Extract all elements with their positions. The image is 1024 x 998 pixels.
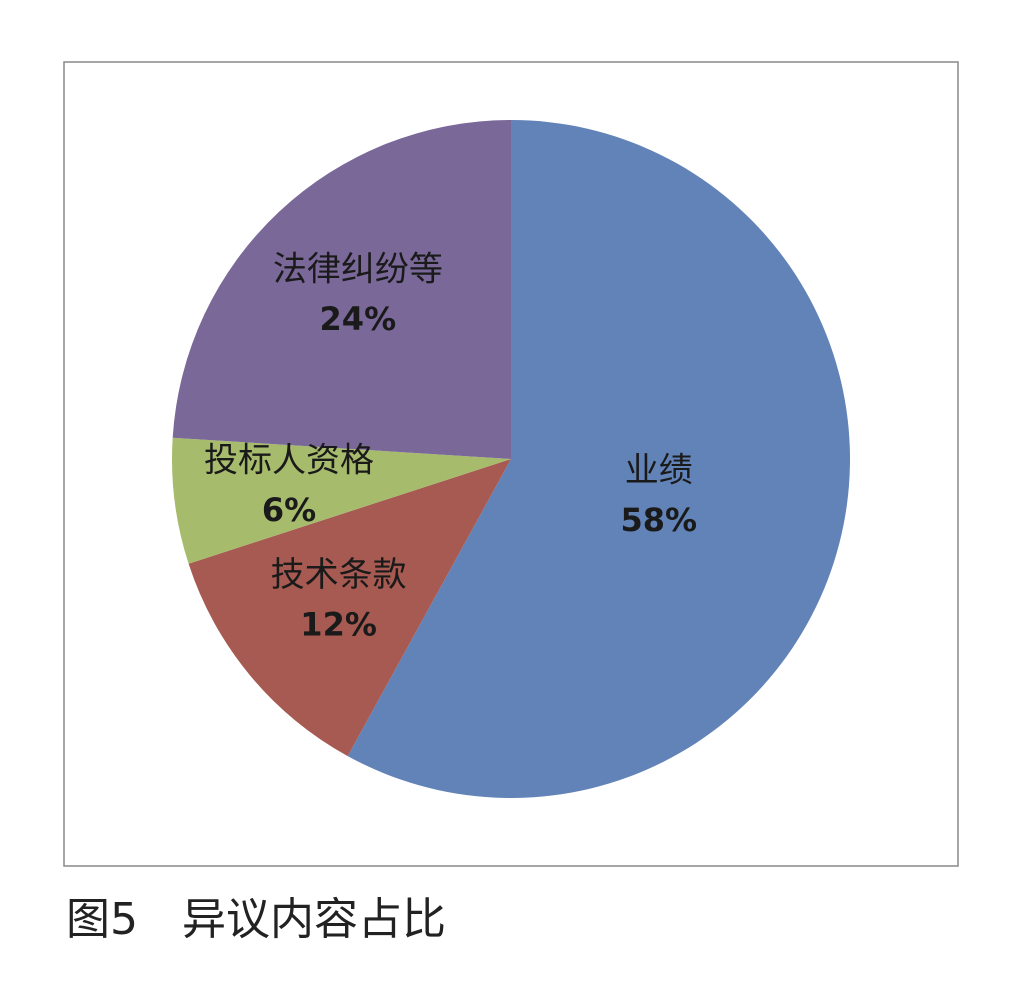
slice-label: 投标人资格: [204, 441, 374, 481]
slice-value-label: 12%: [300, 606, 377, 644]
pie-slice: [172, 120, 511, 459]
caption: 图5 异议内容占比: [66, 894, 446, 945]
slice-value-label: 6%: [262, 491, 316, 529]
pie-slice: [172, 437, 511, 564]
pie-slice: [188, 459, 511, 757]
slice-label: 法律纠纷等: [273, 249, 443, 289]
slice-value-label: 24%: [320, 300, 397, 338]
slice-value-label: 58%: [620, 501, 697, 539]
pie-slice: [347, 120, 850, 798]
slice-label: 技术条款: [271, 555, 407, 595]
slice-label: 业绩: [625, 450, 693, 490]
